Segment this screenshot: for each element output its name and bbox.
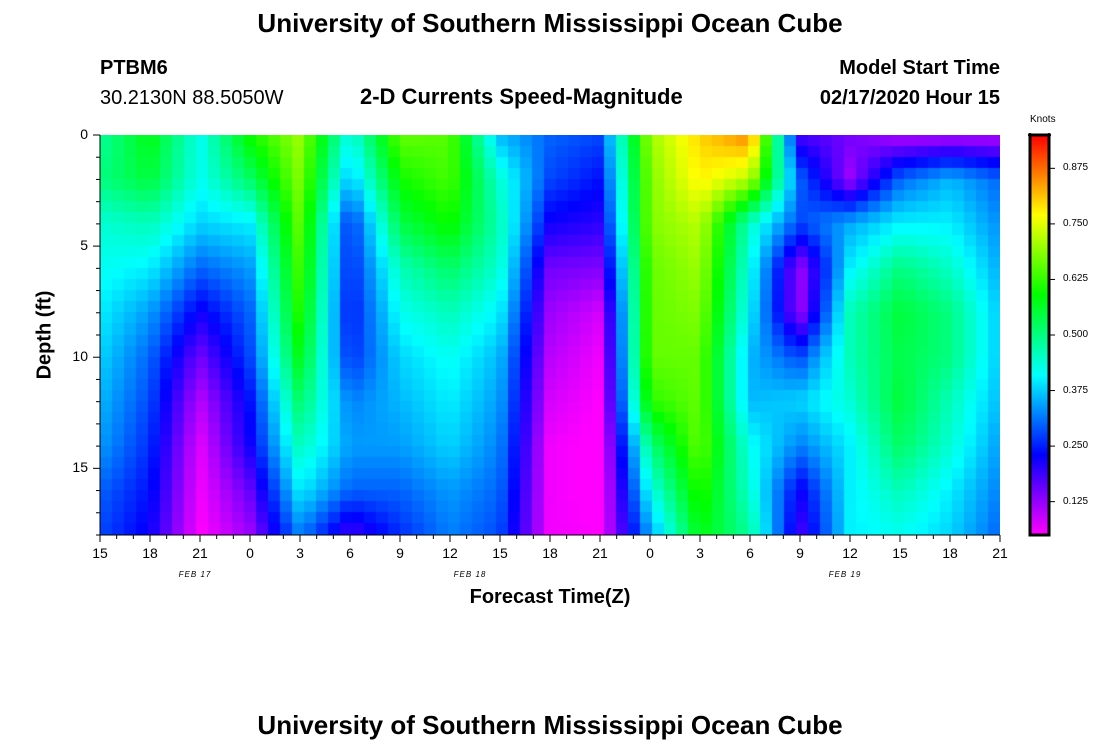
- chart-subtitle: 2-D Currents Speed-Magnitude: [360, 84, 683, 109]
- x-tick-label: 21: [992, 545, 1008, 561]
- colorbar-tick-label: 0.875: [1063, 162, 1089, 174]
- x-tick-label: 9: [396, 545, 404, 561]
- x-tick-label: 3: [696, 545, 704, 561]
- x-tick-label: 0: [246, 545, 254, 561]
- colorbar-corner: [1047, 133, 1051, 137]
- colorbar-tick-label: 0.750: [1063, 217, 1089, 229]
- x-tick-label: 15: [492, 545, 508, 561]
- y-tick-label: 0: [80, 126, 88, 142]
- y-tick-label: 10: [72, 348, 88, 365]
- x-tick-label: 15: [892, 545, 908, 561]
- x-axis-label: Forecast Time(Z): [469, 586, 631, 608]
- x-tick-label: 12: [442, 545, 458, 561]
- date-label: FEB 17: [178, 570, 212, 579]
- x-tick-label: 21: [592, 545, 608, 561]
- footer-title: University of Southern Mississippi Ocean…: [257, 710, 843, 740]
- y-tick-label: 5: [80, 237, 88, 254]
- x-tick-label: 6: [746, 545, 754, 561]
- x-tick-label: 18: [942, 545, 958, 561]
- date-label: FEB 18: [453, 570, 487, 579]
- colorbar-tick-label: 0.125: [1063, 495, 1089, 507]
- colorbar-corner: [1028, 133, 1032, 137]
- x-tick-label: 3: [296, 545, 304, 561]
- colorbar-tick-label: 0.625: [1063, 273, 1089, 285]
- colorbar-tick-label: 0.375: [1063, 384, 1089, 396]
- x-tick-label: 15: [92, 545, 108, 561]
- station-id: PTBM6: [100, 57, 168, 79]
- colorbar: [1028, 133, 1051, 537]
- date-label: FEB 19: [828, 570, 862, 579]
- x-tick-label: 6: [346, 545, 354, 561]
- main-title: University of Southern Mississippi Ocean…: [257, 8, 843, 38]
- x-tick-label: 9: [796, 545, 804, 561]
- colorbar-tick-label: 0.250: [1063, 440, 1089, 452]
- station-coords: 30.2130N 88.5050W: [100, 87, 284, 109]
- x-tick-label: 18: [142, 545, 158, 561]
- x-tick-label: 0: [646, 545, 654, 561]
- colorbar-label: Knots: [1030, 114, 1056, 125]
- x-tick-label: 12: [842, 545, 858, 561]
- speed-heatmap: [100, 135, 1000, 535]
- x-tick-label: 18: [542, 545, 558, 561]
- model-start-time: 02/17/2020 Hour 15: [819, 87, 1000, 109]
- colorbar-tick-label: 0.500: [1063, 329, 1089, 340]
- x-tick-label: 21: [192, 545, 208, 561]
- y-tick-label: 15: [72, 459, 88, 476]
- model-start-label: Model Start Time: [839, 57, 1000, 79]
- y-axis-label: Depth (ft): [33, 290, 56, 380]
